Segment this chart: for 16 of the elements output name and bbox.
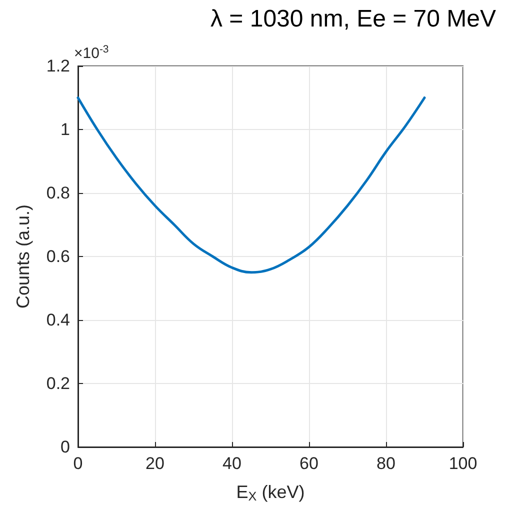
y-tick-label: 0.6 [46,247,70,266]
line-series [76,96,426,274]
x-tick-label: 60 [300,454,318,473]
x-tick-label: 80 [376,454,396,473]
x-tick-label: 0 [73,454,83,473]
y-tick-label: 0 [60,438,70,456]
y-tick-label: 1.2 [46,56,70,76]
x-tick-label: 20 [146,454,164,473]
x-tick-label: 100 [448,454,478,473]
y-axis-title: Counts (a.u.) [13,204,33,309]
y-tick-label: 0.2 [46,374,70,393]
x-tick-label: 40 [222,454,242,473]
y-tick-label: 1 [60,120,70,139]
y-tick-label: 0.8 [46,184,70,202]
chart-title: λ = 1030 nm, Ee = 70 MeV [210,6,496,32]
y-tick-label: 0.4 [46,310,70,330]
